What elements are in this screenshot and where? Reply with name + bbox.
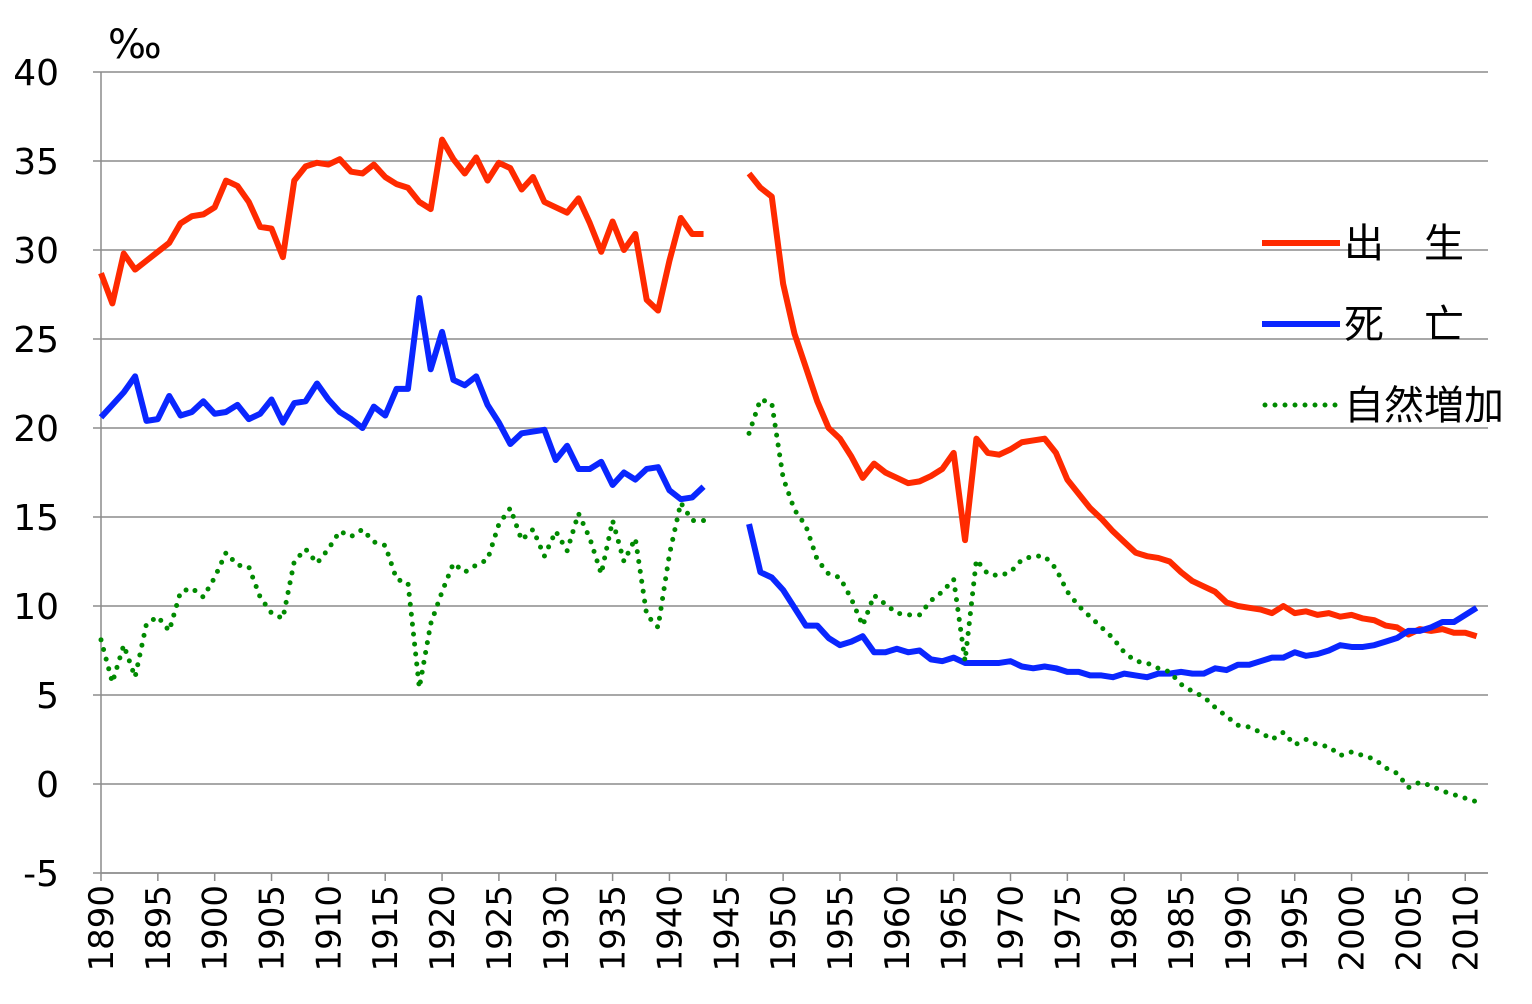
legend-label: 死 亡: [1344, 302, 1464, 348]
x-tick-label: 1915: [366, 885, 406, 972]
x-tick-label: 1950: [764, 885, 804, 972]
x-tick-label: 1985: [1162, 885, 1202, 972]
x-tick-label: 1920: [423, 885, 463, 972]
x-tick-label: 1990: [1219, 885, 1259, 972]
series-line: [98, 295, 1479, 681]
series-line: [98, 136, 1478, 640]
x-tick-label: 1970: [992, 885, 1032, 972]
y-tick-label: 30: [13, 231, 59, 272]
x-tick-label: 1975: [1048, 885, 1088, 972]
x-tick-label: 1910: [309, 885, 349, 972]
x-tick-label: 1940: [650, 885, 690, 972]
x-tick-label: 2010: [1446, 885, 1486, 972]
x-tick-label: 1960: [878, 885, 918, 972]
y-tick-label: -5: [23, 854, 59, 895]
series-line: [98, 397, 1480, 805]
x-tick-label: 1955: [821, 885, 861, 972]
y-tick-label: 5: [36, 676, 59, 717]
y-tick-label: 40: [13, 53, 59, 94]
y-tick-label: 10: [13, 587, 59, 628]
x-tick-label: 1980: [1105, 885, 1145, 972]
y-tick-label: 15: [13, 498, 59, 539]
x-tick-label: 1900: [196, 885, 236, 972]
x-tick-label: 2005: [1389, 885, 1429, 972]
y-tick-label: 25: [13, 320, 59, 361]
y-tick-label: 35: [13, 142, 59, 183]
x-tick-label: 1930: [537, 885, 577, 972]
x-tick-label: 1945: [707, 885, 747, 972]
x-tick-label: 1890: [82, 885, 122, 972]
x-tick-label: 1925: [480, 885, 520, 972]
x-tick-label: 1965: [935, 885, 975, 972]
legend-label: 自然増加: [1344, 383, 1504, 429]
x-tick-label: 2000: [1333, 885, 1373, 972]
legend-label: 出 生: [1344, 221, 1464, 267]
x-tick-label: 1995: [1276, 885, 1316, 972]
y-tick-label: 0: [36, 765, 59, 806]
x-tick-label: 1905: [253, 885, 293, 972]
y-tick-label: 20: [13, 409, 59, 450]
x-tick-label: 1895: [139, 885, 179, 972]
x-tick-label: 1935: [594, 885, 634, 972]
y-axis-label: ‰: [108, 22, 162, 68]
